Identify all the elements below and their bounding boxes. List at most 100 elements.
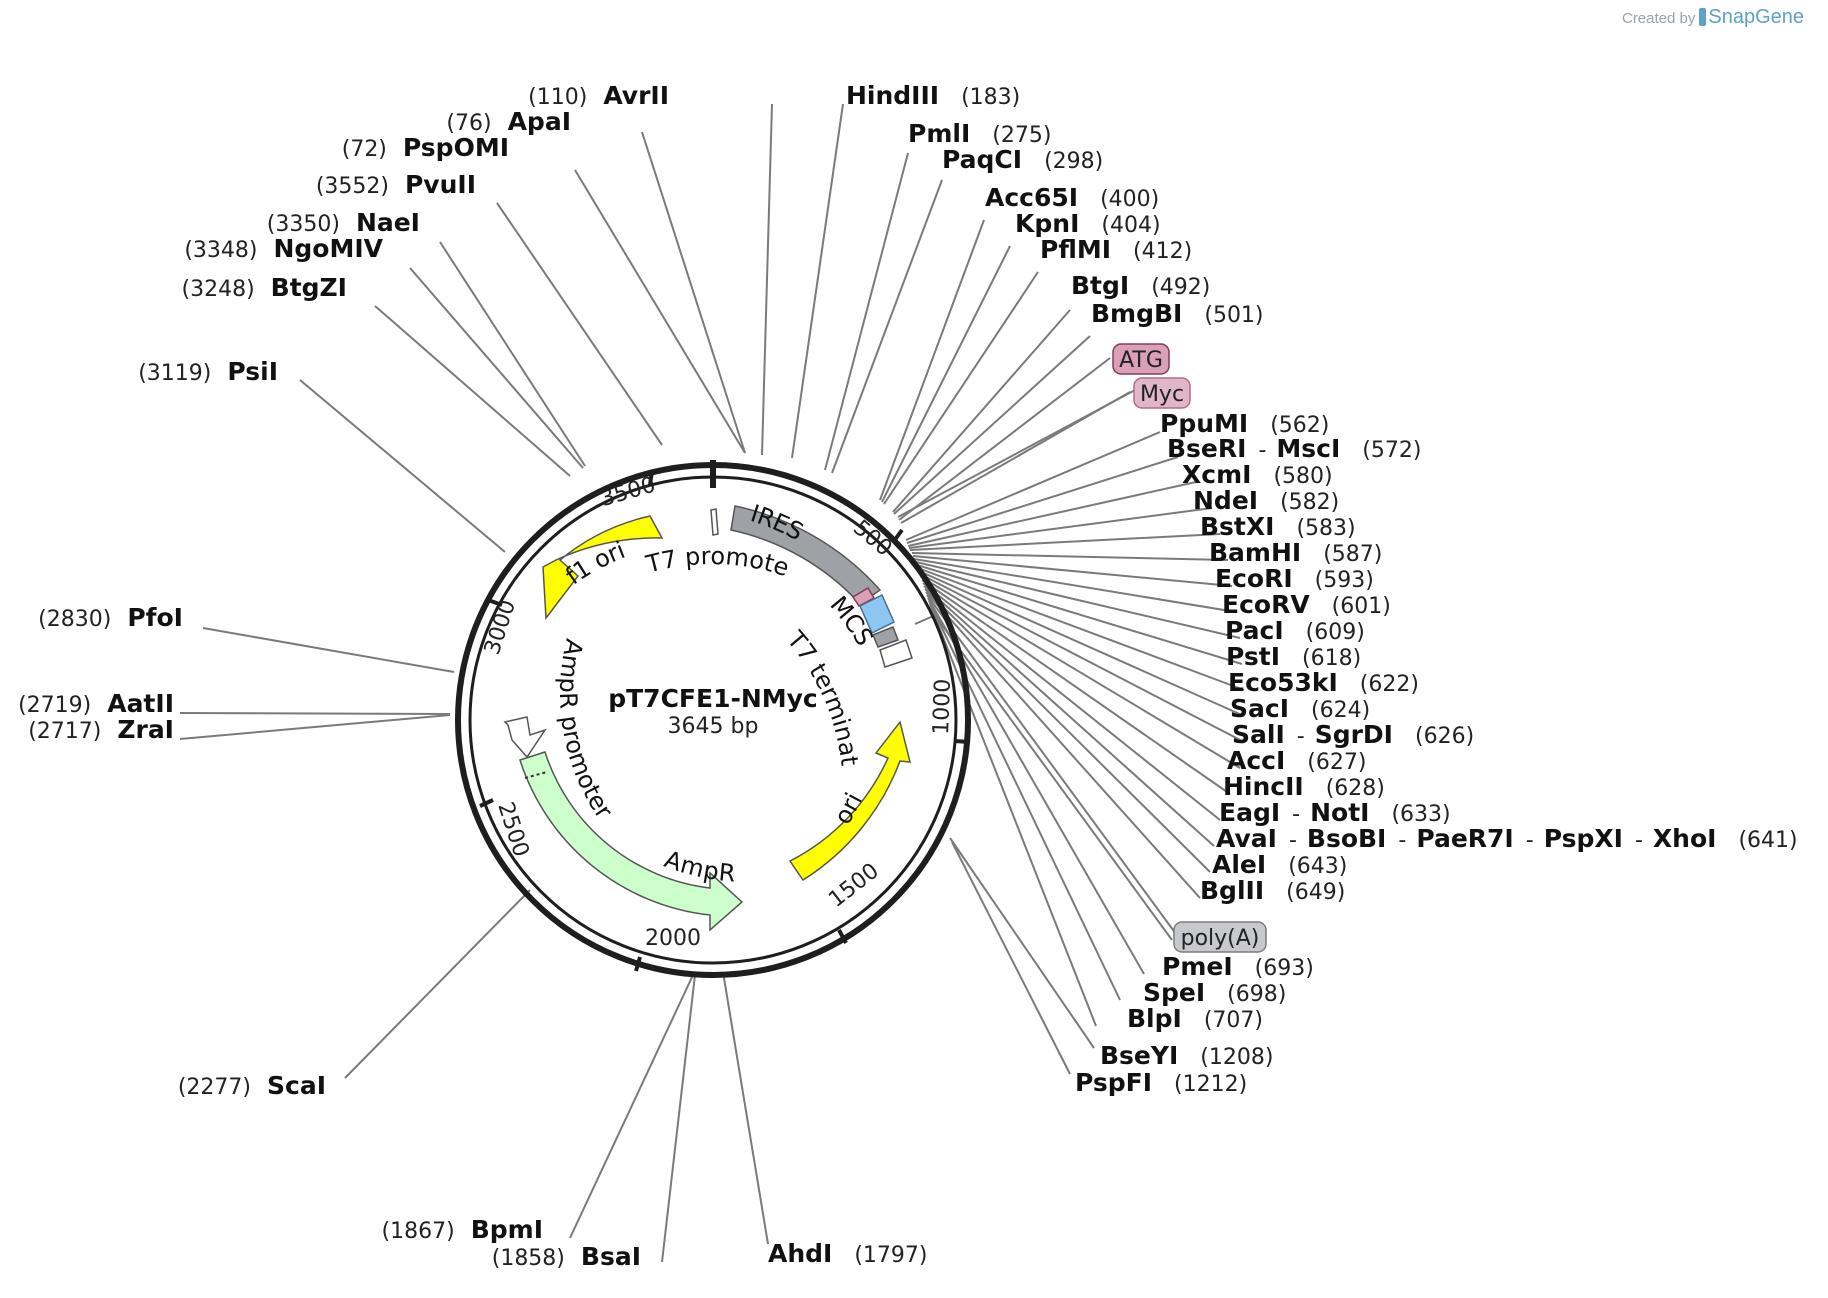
restriction-site-label[interactable]: KpnI (404) [1015,209,1161,238]
restriction-site-label[interactable]: SpeI (698) [1143,978,1286,1007]
restriction-site-label[interactable]: PpuMI (562) [1160,409,1329,438]
site-enzyme-name: XcmI [1182,460,1251,489]
site-enzyme-name: SgrDI [1315,720,1393,749]
site-position: (404) [1101,213,1160,238]
site-enzyme-name: BamHI [1209,538,1301,567]
restriction-site-label[interactable]: (2830) PfoI [38,603,183,632]
restriction-site-label[interactable]: (3119) PsiI [138,357,278,386]
site-enzyme-name: AleI [1212,850,1266,879]
restriction-site-label[interactable]: BseYI (1208) [1100,1041,1273,1070]
restriction-site-label[interactable]: BmgBI (501) [1091,299,1264,328]
restriction-site-label[interactable]: HincII (628) [1223,772,1385,801]
site-enzyme-name: KpnI [1015,209,1079,238]
site-position: (1867) [382,1219,455,1244]
restriction-site-label[interactable]: HindIII (183) [846,81,1020,110]
restriction-site-label[interactable]: SalI - SgrDI (626) [1232,720,1474,749]
site-enzyme-name: PspOMI [403,133,509,162]
site-enzyme-name: PsiI [227,357,278,386]
site-enzyme-name: HincII [1223,772,1304,801]
t7-promoter-arrow [710,508,719,536]
site-position: (3350) [267,212,340,237]
restriction-site-label[interactable]: NdeI (582) [1193,486,1339,515]
restriction-site-label[interactable]: PflMI (412) [1040,235,1192,264]
site-enzyme-name: PstI [1226,642,1280,671]
site-enzyme-name: PmeI [1162,952,1233,981]
site-enzyme-name: HindIII [846,81,939,110]
site-position: (492) [1151,275,1210,300]
restriction-site-label[interactable]: PstI (618) [1226,642,1361,671]
restriction-site-label[interactable]: (2277) ScaI [178,1071,326,1100]
site-enzyme-name: NdeI [1193,486,1258,515]
site-enzyme-name: ZraI [117,715,174,744]
restriction-site-label[interactable]: SacI (624) [1230,694,1370,723]
site-enzyme-name: BseRI [1167,434,1246,463]
site-position: (1858) [492,1246,565,1271]
restriction-site-label[interactable]: EagI - NotI (633) [1219,798,1451,827]
restriction-site-label[interactable]: PmeI (693) [1162,952,1314,981]
atg-feature-box [851,586,876,607]
restriction-site-label[interactable]: EcoRV (601) [1222,590,1391,619]
restriction-site-label[interactable]: (3350) NaeI [267,208,420,237]
restriction-site-label[interactable]: Acc65I (400) [985,183,1159,212]
site-enzyme-name: PaqCI [942,145,1022,174]
restriction-site-label[interactable]: (76) ApaI [446,107,571,136]
restriction-site-label[interactable]: BlpI (707) [1127,1004,1263,1033]
restriction-site-label[interactable]: PspFI (1212) [1075,1068,1247,1097]
atg-tag-label: ATG [1119,348,1163,373]
restriction-site-label[interactable]: XcmI (580) [1182,460,1333,489]
site-enzyme-name: PfoI [127,603,183,632]
restriction-site-label[interactable]: Eco53kI (622) [1228,668,1419,697]
site-position: (3248) [182,277,255,302]
polya-tag[interactable]: poly(A) [1173,921,1267,953]
site-position: (572) [1362,438,1421,463]
site-position: (2830) [38,607,111,632]
site-position: (562) [1270,413,1329,438]
site-enzyme-name: SpeI [1143,978,1205,1007]
svg-text:T7 terminator: T7 terminator [0,0,864,767]
restriction-site-label[interactable]: BamHI (587) [1209,538,1382,567]
site-enzyme-name: PpuMI [1160,409,1248,438]
restriction-site-label[interactable]: (110) AvrII [528,81,669,110]
restriction-site-label[interactable]: AccI (627) [1227,746,1366,775]
site-enzyme-name: BtgZI [271,273,347,302]
restriction-site-label[interactable]: BseRI - MscI (572) [1167,434,1421,463]
restriction-site-label[interactable]: (3248) BtgZI [182,273,348,302]
site-name-separator: - [1297,724,1305,749]
restriction-site-label[interactable]: (3552) PvuII [316,170,476,199]
atg-tag[interactable]: ATG [1112,343,1170,375]
site-enzyme-name: PmlI [908,119,970,148]
restriction-site-label[interactable]: EcoRI (593) [1215,564,1374,593]
site-position: (587) [1323,542,1382,567]
restriction-site-label[interactable]: (3348) NgoMIV [184,234,383,263]
restriction-site-label[interactable]: PaqCI (298) [942,145,1103,174]
restriction-site-label[interactable]: PacI (609) [1225,616,1365,645]
restriction-site-label[interactable]: AvaI - BsoBI - PaeR7I - PspXI - XhoI (641) [1216,824,1798,853]
myc-tag[interactable]: Myc [1133,377,1191,409]
restriction-site-label[interactable]: (1858) BsaI [492,1242,641,1271]
restriction-site-label[interactable]: (2719) AatII [18,689,174,718]
site-name-separator: - [1258,438,1266,463]
restriction-site-label[interactable]: PmlI (275) [908,119,1051,148]
site-position: (707) [1204,1008,1263,1033]
restriction-site-label[interactable]: (72) PspOMI [342,133,509,162]
restriction-site-label[interactable]: (1867) BpmI [382,1215,543,1244]
site-enzyme-name: EagI [1219,798,1280,827]
site-enzyme-name: NaeI [356,208,420,237]
restriction-site-label[interactable]: BtgI (492) [1071,271,1210,300]
restriction-site-label[interactable]: AhdI (1797) [768,1239,928,1268]
site-enzyme-name: AatII [107,689,174,718]
site-position: (626) [1415,724,1474,749]
grey-small-feature [872,626,899,648]
restriction-site-label[interactable]: BglII (649) [1200,876,1345,905]
restriction-site-label[interactable]: AleI (643) [1212,850,1347,879]
restriction-site-label[interactable]: (2717) ZraI [28,715,174,744]
site-position: (624) [1311,698,1370,723]
site-position: (641) [1738,828,1797,853]
plasmid-size: 3645 bp [668,714,759,739]
credit-brand: SnapGene [1708,6,1804,28]
site-position: (2277) [178,1075,251,1100]
site-position: (76) [446,111,491,136]
tick-label-2500: 2500 [492,799,533,860]
restriction-site-label[interactable]: BstXI (583) [1200,512,1356,541]
site-enzyme-name: BlpI [1127,1004,1182,1033]
